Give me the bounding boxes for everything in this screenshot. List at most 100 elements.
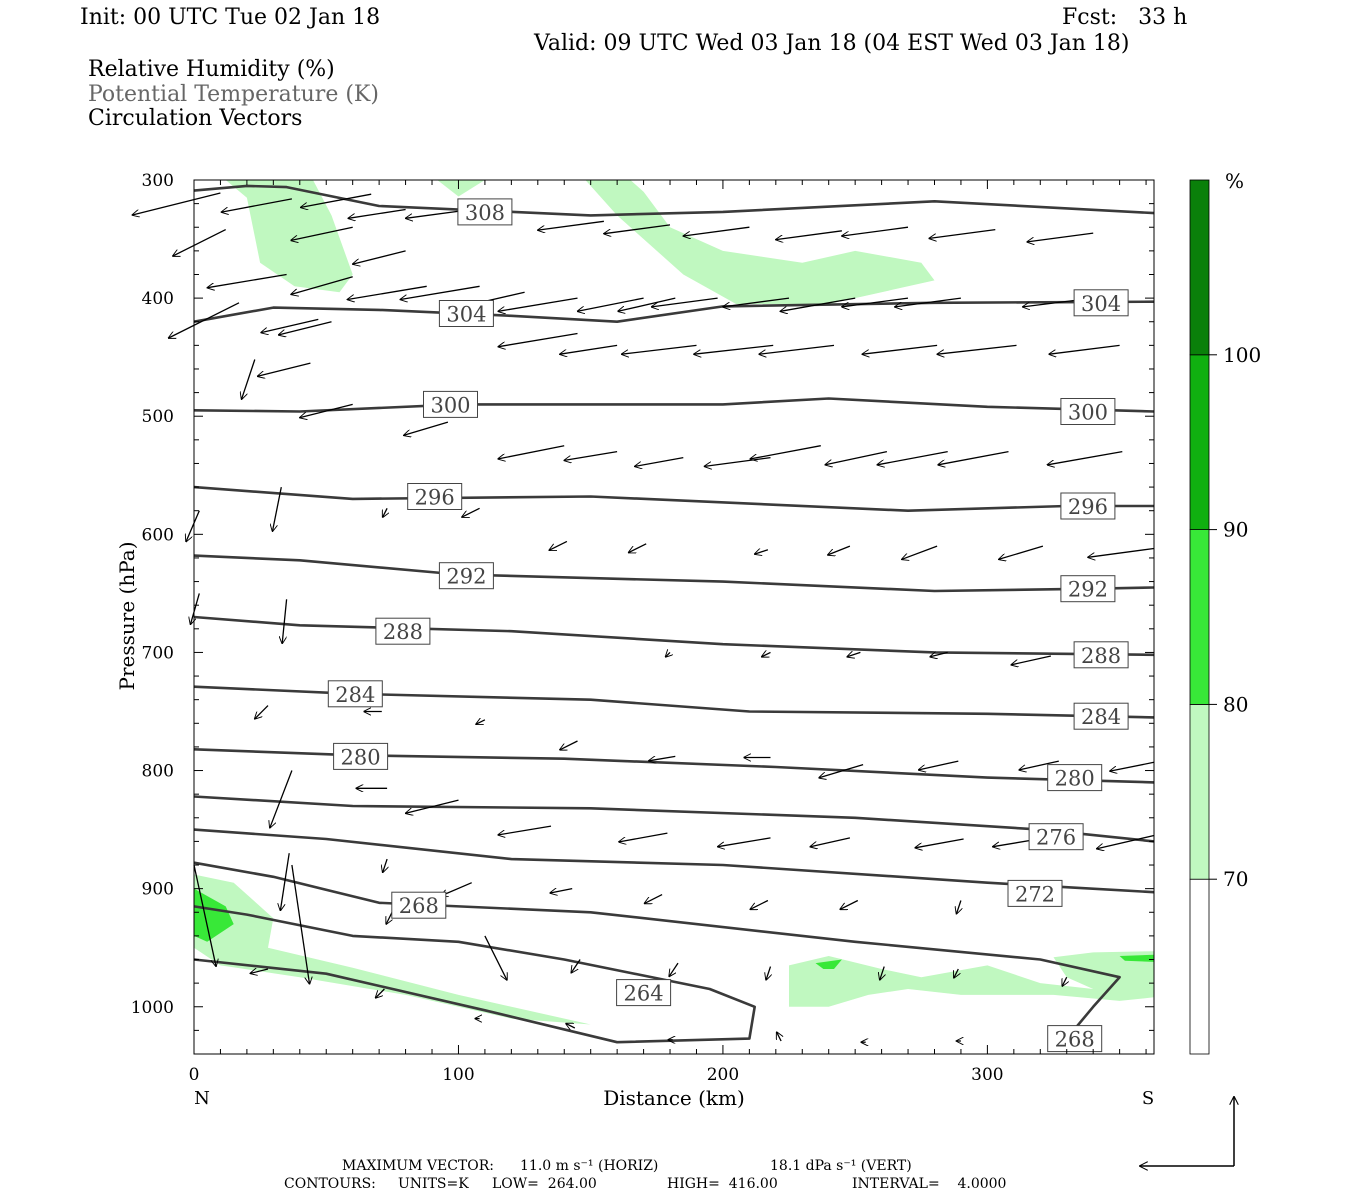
max-vector-horiz: 11.0 m s⁻¹ (HORIZ): [520, 1158, 659, 1174]
circulation-vector-88: [915, 838, 964, 848]
circulation-vector-79: [919, 760, 959, 770]
circulation-vector-96: [550, 889, 573, 893]
circulation-vector-110: [250, 969, 269, 973]
circulation-vector-91: [270, 770, 293, 828]
colorbar-level-90: 90: [1223, 518, 1248, 542]
circulation-vector-97: [645, 894, 663, 904]
circulation-vector-93: [291, 864, 310, 984]
circulation-vector-67: [762, 652, 771, 656]
y-tick-label-700: 700: [142, 643, 174, 663]
contour-label-4: 300: [1060, 398, 1116, 425]
circulation-vector-37: [723, 297, 790, 307]
colorbar-level-80: 80: [1223, 692, 1248, 716]
y-tick-label-900: 900: [142, 880, 174, 900]
circulation-vector-51: [938, 450, 1009, 465]
circulation-vector-18: [578, 297, 644, 311]
circulation-vector-36: [652, 297, 718, 307]
circulation-vector-53: [273, 486, 282, 531]
circulation-vector-39: [842, 297, 909, 307]
svg-text:308: 308: [465, 201, 505, 225]
circulation-vector-35: [618, 297, 676, 311]
svg-text:304: 304: [446, 303, 486, 327]
circulation-vector-49: [825, 450, 888, 465]
circulation-vector-104: [571, 959, 581, 973]
circulation-vector-26: [1049, 344, 1120, 354]
circulation-vector-72: [255, 705, 269, 719]
circulation-vector-29: [604, 224, 671, 234]
legend-vectors-title: Circulation Vectors: [88, 106, 303, 131]
circulation-vector-47: [705, 456, 771, 467]
contour-label-1: 304: [438, 300, 494, 327]
circulation-vector-111: [376, 988, 385, 998]
circulation-vector-68: [847, 652, 861, 656]
circulation-vector-94: [383, 858, 387, 872]
circulation-vector-15: [400, 285, 480, 299]
circulation-vector-5: [173, 229, 226, 256]
circulation-vector-105: [669, 962, 679, 976]
svg-text:300: 300: [1068, 401, 1108, 425]
colorbar-level-100: 100: [1223, 343, 1261, 367]
svg-text:280: 280: [341, 745, 381, 769]
circulation-vector-23: [759, 344, 835, 354]
circulation-vector-61: [755, 550, 769, 554]
x-tick-label-200: 200: [707, 1065, 739, 1085]
svg-text:292: 292: [446, 565, 486, 589]
circulation-vector-24: [862, 344, 938, 354]
circulation-vector-90: [1097, 834, 1155, 849]
circulation-vector-54: [282, 599, 288, 643]
colorbar-segment-1: [1189, 704, 1210, 880]
circulation-vector-74: [476, 720, 486, 724]
init-time: Init: 00 UTC Tue 02 Jan 18: [80, 5, 381, 30]
contours-interval: INTERVAL= 4.0000: [852, 1176, 1007, 1192]
contours-high: HIGH= 416.00: [667, 1176, 778, 1192]
circulation-vector-60: [629, 543, 647, 553]
circulation-vector-0: [132, 192, 221, 215]
svg-text:284: 284: [1081, 705, 1121, 729]
forecast-hour: Fcst: 33 h: [1062, 5, 1188, 30]
svg-text:296: 296: [415, 486, 455, 510]
contour-label-11: 284: [327, 680, 383, 708]
y-tick-label-500: 500: [142, 407, 174, 427]
axes: 300 400 500 600 700 800 900 1000 0 100 200 300: [131, 171, 1155, 1085]
circulation-vector-80: [1019, 760, 1059, 770]
plot-frame: [193, 179, 1155, 1055]
x-start-label: N: [194, 1088, 210, 1109]
contour-label-2: 304: [1073, 289, 1129, 317]
contour-label-18: 268: [1047, 1025, 1103, 1053]
circulation-vector-9: [291, 276, 353, 295]
svg-text:268: 268: [399, 894, 439, 918]
circulation-vector-59: [549, 540, 568, 550]
theta-contour-280-7: [193, 748, 1155, 784]
x-tick-label-300: 300: [971, 1065, 1003, 1085]
circulation-vector-33: [929, 228, 996, 239]
colorbar-unit: %: [1225, 169, 1244, 193]
theta-contour-276-8: [193, 795, 1155, 843]
circulation-vector-87: [810, 837, 851, 847]
circulation-vector-4: [348, 208, 406, 219]
circulation-vector-86: [718, 837, 771, 847]
svg-text:268: 268: [1055, 1028, 1095, 1052]
circulation-vector-55: [186, 510, 200, 542]
colorbar-segment-2: [1189, 529, 1210, 705]
svg-text:276: 276: [1036, 826, 1076, 850]
circulation-vector-84: [498, 825, 552, 835]
circulation-vector-19: [498, 332, 578, 347]
contour-label-3: 300: [423, 390, 478, 418]
circulation-vector-92: [280, 853, 290, 910]
circulation-vector-70: [1011, 655, 1052, 665]
contours-low: LOW= 264.00: [492, 1176, 597, 1192]
y-tick-label-1000: 1000: [131, 998, 174, 1018]
circulation-vector-64: [999, 545, 1044, 559]
circulation-vector-44: [498, 445, 565, 459]
svg-text:288: 288: [1081, 644, 1121, 668]
rh-region-3: [194, 874, 591, 1025]
circulation-vectors: [132, 192, 1155, 1047]
contour-label-16: 272: [1007, 879, 1063, 907]
circulation-vector-78: [819, 763, 864, 778]
y-tick-label-300: 300: [142, 171, 174, 191]
svg-text:280: 280: [1055, 767, 1095, 791]
rh-region-1: [437, 180, 485, 197]
rh-region-0: [225, 180, 353, 293]
rh-region-7: [1119, 954, 1154, 962]
